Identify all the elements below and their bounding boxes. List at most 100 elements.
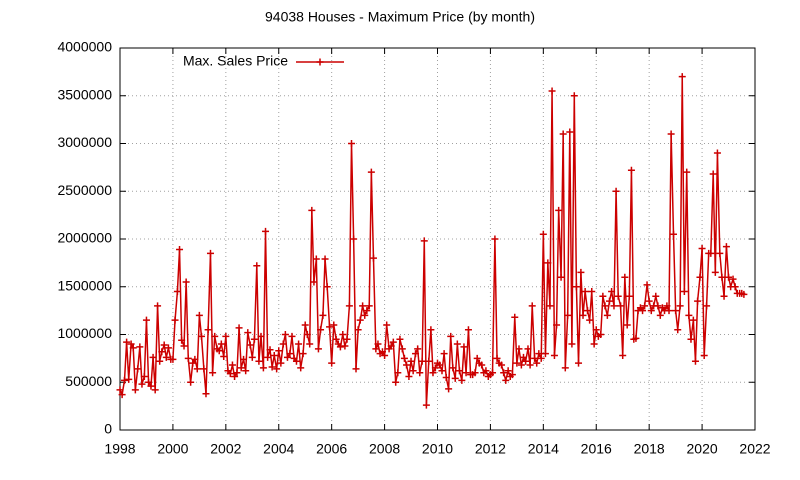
data-point xyxy=(145,378,153,386)
data-point xyxy=(142,316,150,324)
data-point xyxy=(581,288,589,296)
y-tick-label: 1000000 xyxy=(57,325,112,341)
data-point xyxy=(498,361,506,369)
data-point xyxy=(528,302,536,310)
data-point xyxy=(718,273,726,281)
data-point xyxy=(257,332,265,340)
data-point xyxy=(264,353,272,361)
data-point xyxy=(116,386,124,394)
data-point xyxy=(678,73,686,81)
data-point xyxy=(621,273,629,281)
data-point xyxy=(670,230,678,238)
data-point xyxy=(171,316,179,324)
data-point xyxy=(608,288,616,296)
data-point xyxy=(301,321,309,329)
data-point xyxy=(400,354,408,362)
data-point xyxy=(140,373,148,381)
x-tick-label: 2022 xyxy=(739,441,770,457)
data-point xyxy=(182,278,190,286)
data-point xyxy=(323,283,331,291)
data-point xyxy=(445,385,453,393)
data-point xyxy=(211,332,219,340)
data-point xyxy=(367,168,375,176)
data-point xyxy=(524,345,532,353)
data-point xyxy=(541,350,549,358)
data-point xyxy=(471,369,479,377)
data-point xyxy=(184,354,192,362)
data-point xyxy=(187,378,195,386)
data-point xyxy=(709,170,717,178)
data-point xyxy=(330,321,338,329)
data-point xyxy=(317,326,325,334)
data-point xyxy=(422,401,430,409)
data-point xyxy=(202,390,210,398)
data-point xyxy=(427,326,435,334)
data-point xyxy=(191,355,199,363)
data-point xyxy=(544,259,552,267)
x-tick-label: 2012 xyxy=(475,441,506,457)
data-point xyxy=(129,344,137,352)
data-point xyxy=(332,335,340,343)
data-point xyxy=(164,344,172,352)
data-point xyxy=(231,373,239,381)
data-point xyxy=(176,246,184,254)
data-point xyxy=(531,354,539,362)
data-point xyxy=(348,140,356,147)
legend-marker xyxy=(316,58,324,66)
data-point xyxy=(160,341,168,349)
data-point xyxy=(711,268,719,276)
data-point xyxy=(667,130,675,138)
data-point xyxy=(158,348,166,356)
data-point xyxy=(464,326,472,334)
y-tick-label: 1500000 xyxy=(57,277,112,293)
data-point xyxy=(645,297,653,305)
data-point xyxy=(250,335,258,343)
data-point xyxy=(584,307,592,315)
data-point xyxy=(639,307,647,315)
data-point xyxy=(286,350,294,358)
data-point xyxy=(412,350,420,358)
data-point xyxy=(180,342,188,350)
data-point xyxy=(522,357,530,365)
data-point xyxy=(341,342,349,350)
data-point xyxy=(120,376,128,384)
data-point xyxy=(308,206,316,214)
data-point xyxy=(220,352,228,360)
data-point xyxy=(431,364,439,372)
data-point xyxy=(694,297,702,305)
data-point xyxy=(328,359,336,367)
data-point xyxy=(354,326,362,334)
data-point xyxy=(555,206,563,214)
data-point xyxy=(680,288,688,296)
data-point xyxy=(312,255,320,263)
data-point xyxy=(575,359,583,367)
data-point xyxy=(429,369,437,377)
data-point xyxy=(500,369,508,377)
data-point xyxy=(438,367,446,375)
data-point xyxy=(138,380,146,388)
data-point xyxy=(572,283,580,291)
data-point xyxy=(586,316,594,324)
data-point xyxy=(447,332,455,340)
data-point xyxy=(546,302,554,310)
data-point xyxy=(451,374,459,382)
data-point xyxy=(579,311,587,319)
data-point xyxy=(729,275,737,283)
data-point xyxy=(372,345,380,353)
data-point xyxy=(396,335,404,343)
data-point xyxy=(123,338,131,346)
data-point xyxy=(255,357,263,365)
data-point xyxy=(151,386,159,394)
data-point xyxy=(374,340,382,348)
data-point xyxy=(314,345,322,353)
data-point xyxy=(215,347,223,355)
data-point xyxy=(654,302,662,310)
data-point xyxy=(493,354,501,362)
data-point xyxy=(672,307,680,315)
data-point xyxy=(425,357,433,365)
data-point xyxy=(405,373,413,381)
data-point xyxy=(436,361,444,369)
data-point xyxy=(612,187,620,195)
chart-title: 94038 Houses - Maximum Price (by month) xyxy=(265,9,535,25)
